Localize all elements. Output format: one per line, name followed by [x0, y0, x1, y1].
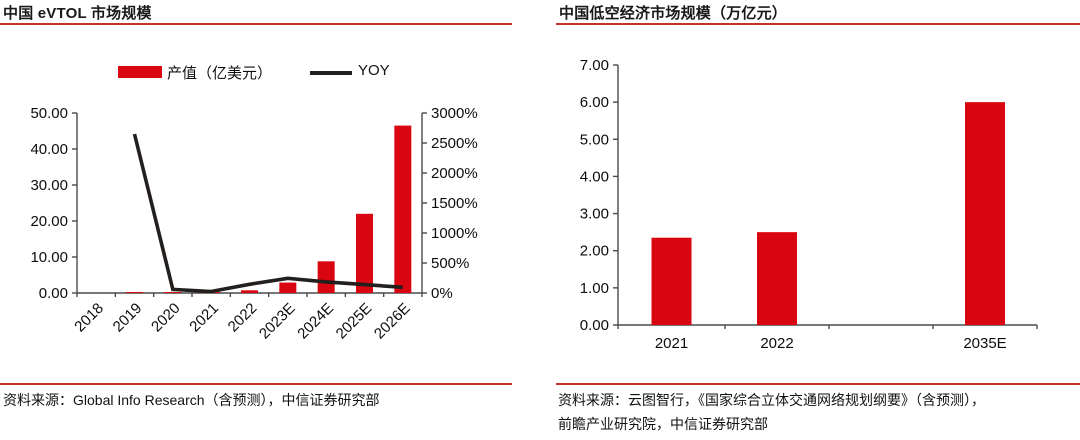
low-altitude-market-panel: 中国低空经济市场规模（万亿元） 0.00 1.00 2.00 3.00 4.00 5.00… [556, 0, 1080, 440]
bar-series-swatch-icon [118, 66, 162, 78]
source-line-1: 资料来源：云图智行，《国家综合立体交通网络规划纲要》（含预测）， [558, 392, 985, 408]
tick-label: 1500% [431, 195, 478, 212]
tick-label: 5.00 [580, 131, 609, 148]
bar-2024E [317, 261, 335, 293]
tick-label: 2020 [148, 300, 184, 336]
source-divider [556, 383, 1080, 385]
tick-label: 2018 [71, 300, 107, 336]
bar-2019 [126, 292, 143, 293]
bar-2021 [651, 237, 692, 325]
tick-label: 6.00 [580, 94, 609, 111]
tick-label: 2035E [963, 335, 1006, 352]
low-altitude-chart-canvas: 0.00 1.00 2.00 3.00 4.00 5.00 6.00 7.00 2021 2022… [580, 57, 1038, 352]
tick-label: 2024E [294, 300, 337, 343]
tick-label: 1000% [431, 225, 478, 242]
line-series-label: YOY [358, 62, 390, 79]
tick-label: 1.00 [580, 280, 609, 297]
evtol-chart-canvas: 0.00 10.00 20.00 30.00 40.00 50.00 0% 500% 1000%… [30, 105, 478, 343]
evtol-chart-title: 中国 eVTOL 市场规模 [3, 5, 152, 22]
title-underline [0, 23, 512, 25]
title-underline [556, 23, 1080, 25]
tick-label: 7.00 [580, 57, 609, 74]
evtol-chart-legend: 产值（亿美元） YOY [0, 60, 512, 82]
tick-label: 3000% [431, 105, 478, 122]
tick-label: 2500% [431, 135, 478, 152]
tick-label: 0.00 [580, 317, 609, 334]
bar-2035E [965, 102, 1005, 325]
line-series-swatch-icon [310, 71, 352, 75]
tick-label: 20.00 [30, 213, 68, 230]
tick-label: 2000% [431, 165, 478, 182]
bar-series-label: 产值（亿美元） [167, 65, 273, 82]
tick-label: 2021 [186, 300, 222, 336]
tick-label: 4.00 [580, 168, 609, 185]
source-note: 资料来源：Global Info Research（含预测），中信证券研究部 [3, 392, 380, 408]
tick-label: 50.00 [30, 105, 68, 122]
tick-label: 10.00 [30, 249, 68, 266]
tick-label: 2019 [110, 300, 146, 336]
bar-2026E [394, 125, 412, 293]
tick-label: 2.00 [580, 243, 609, 260]
bar-2022 [757, 232, 797, 325]
tick-label: 2022 [760, 335, 793, 352]
tick-label: 3.00 [580, 206, 609, 223]
tick-label: 30.00 [30, 177, 68, 194]
tick-label: 2023E [256, 300, 299, 343]
tick-label: 0% [431, 285, 453, 302]
tick-label: 2025E [333, 300, 376, 343]
source-note: 资料来源：云图智行，《国家综合立体交通网络规划纲要》（含预测）， 前瞻产业研究院… [558, 388, 985, 436]
source-line-2: 前瞻产业研究院，中信证券研究部 [558, 416, 768, 432]
tick-label: 40.00 [30, 141, 68, 158]
low-altitude-chart-title: 中国低空经济市场规模（万亿元） [559, 5, 788, 22]
bar-2023E [279, 282, 297, 293]
bar-2020 [164, 292, 182, 293]
tick-label: 2021 [655, 335, 688, 352]
tick-label: 0.00 [39, 285, 68, 302]
evtol-market-panel: 中国 eVTOL 市场规模 产值（亿美元） YOY 0.00 10.00 20.00… [0, 0, 512, 440]
tick-label: 2026E [371, 300, 414, 343]
bar-2022 [241, 290, 258, 293]
tick-label: 500% [431, 255, 469, 272]
yoy-line [132, 133, 403, 294]
bar-2025E [356, 213, 373, 293]
source-divider [0, 383, 512, 385]
